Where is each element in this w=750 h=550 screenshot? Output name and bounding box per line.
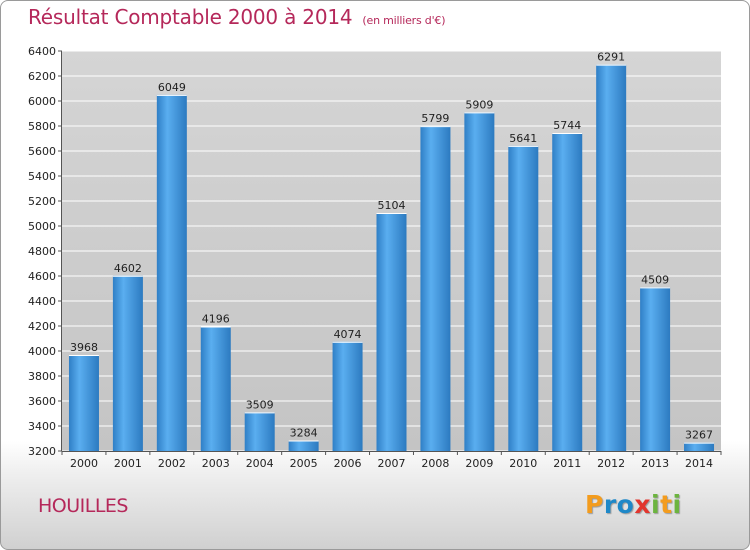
y-tick-label: 4000 [28,345,56,358]
logo-letter: i [672,490,682,519]
x-tick-label: 2003 [202,457,230,470]
bar [200,326,231,451]
x-tick-label: 2011 [553,457,581,470]
bar [288,440,319,451]
data-label: 3509 [246,398,274,411]
bar [244,412,275,451]
x-tick-label: 2014 [685,457,713,470]
bars [68,64,715,451]
x-tick-label: 2001 [114,457,142,470]
location-name: HOUILLES [38,495,129,517]
x-tick-label: 2000 [70,457,98,470]
x-tick-label: 2008 [421,457,449,470]
x-tick-label: 2012 [597,457,625,470]
chart-title: Résultat Comptable 2000 à 2014 (en millie… [28,5,446,29]
x-tick-label: 2004 [246,457,274,470]
y-tick-label: 4400 [28,295,56,308]
data-label: 5641 [509,132,537,145]
data-label: 3284 [290,427,318,440]
data-label: 5799 [421,112,449,125]
y-tick-label: 3800 [28,370,56,383]
y-tick-label: 3400 [28,420,56,433]
bar [156,94,187,451]
x-axis: 2000 2001 2002 2003 2004 2005 2006 2007 2008 2009… [61,451,722,470]
y-tick-label: 3600 [28,395,56,408]
y-axis: 3200 3400 3600 3800 4000 4200 4400 4600 4800 5000… [28,45,62,458]
data-label: 6291 [597,51,625,64]
bar [464,112,495,451]
logo-letter: x [634,490,651,519]
data-label: 3267 [685,429,713,442]
bar [596,64,627,451]
bar [332,341,363,451]
bar [420,126,451,451]
y-tick-label: 3200 [28,445,56,458]
y-tick-label: 6400 [28,45,56,58]
x-tick-label: 2013 [641,457,669,470]
logo-letter: o [616,490,635,519]
x-tick-label: 2007 [378,457,406,470]
value-labels: 3968 4602 6049 4196 3509 3284 4074 5104 5799 5909… [70,51,713,442]
logo-letter: r [603,490,617,519]
x-tick-label: 2010 [509,457,537,470]
logo-letter: P [585,490,604,519]
data-label: 3968 [70,341,98,354]
data-label: 5744 [553,119,581,132]
y-tick-label: 4800 [28,245,56,258]
x-tick-label: 2006 [334,457,362,470]
proxiti-logo: Proxiti [585,490,682,519]
bar [112,275,143,451]
y-tick-label: 6000 [28,95,56,108]
data-label: 4509 [641,273,669,286]
y-tick-label: 4600 [28,270,56,283]
data-label: 4196 [202,313,230,326]
x-tick-label: 2005 [290,457,318,470]
x-tick-label: 2002 [158,457,186,470]
bar [376,213,407,451]
data-label: 4602 [114,262,142,275]
data-label: 4074 [334,328,362,341]
logo-letter: t [660,490,673,519]
data-label: 6049 [158,81,186,94]
bar [508,145,539,451]
x-tick-label: 2009 [465,457,493,470]
y-tick-label: 6200 [28,70,56,83]
y-tick-label: 5600 [28,145,56,158]
data-label: 5909 [465,98,493,111]
bar [684,442,715,451]
chart-subtitle: (en milliers d'€) [362,14,446,27]
chart-title-text: Résultat Comptable 2000 à 2014 [28,5,353,29]
bar [552,133,583,451]
bar [68,355,99,451]
data-label: 5104 [378,199,406,212]
y-tick-label: 5000 [28,220,56,233]
bar [640,287,671,451]
y-tick-label: 4200 [28,320,56,333]
y-tick-label: 5400 [28,170,56,183]
y-tick-label: 5200 [28,195,56,208]
logo-letter: i [651,490,661,519]
y-tick-label: 5800 [28,120,56,133]
